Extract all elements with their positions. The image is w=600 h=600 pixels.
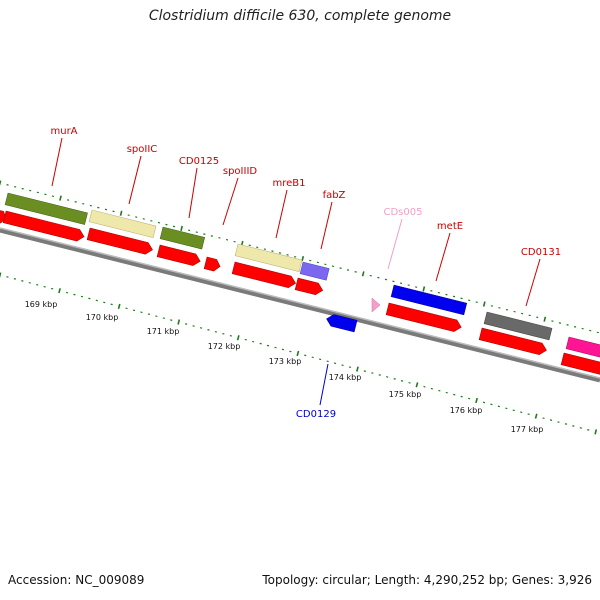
gene-label-murA[interactable]: murA (50, 126, 77, 137)
kbp-label: 175 kbp (389, 390, 422, 399)
major-tick (0, 180, 2, 186)
label-leaders (51, 137, 541, 406)
gene-label-CD0129[interactable]: CD0129 (296, 409, 336, 420)
accession-text: Accession: NC_009089 (8, 573, 145, 587)
cds-arrow[interactable] (478, 327, 548, 356)
cds-arrow[interactable] (86, 227, 154, 256)
kbp-label: 171 kbp (147, 327, 180, 336)
kbp-label: 173 kbp (269, 357, 302, 366)
feature-CD0129[interactable] (325, 313, 358, 333)
cds-arrow[interactable] (560, 352, 600, 376)
upper-tick-track (0, 180, 599, 334)
feature-fabZ[interactable] (299, 261, 330, 281)
major-tick (356, 366, 359, 372)
major-tick (119, 210, 123, 216)
cds-arrow[interactable] (156, 244, 202, 267)
major-tick (59, 195, 62, 201)
major-tick (236, 335, 240, 341)
map-title: Clostridium difficile 630, complete geno… (148, 8, 452, 24)
gene-label-mreB1[interactable]: mreB1 (272, 178, 305, 189)
kbp-label: 172 kbp (208, 342, 241, 351)
kbp-label: 176 kbp (450, 406, 483, 415)
cds-arrow[interactable] (2, 210, 85, 243)
cds-track (0, 207, 600, 376)
major-tick (58, 288, 61, 294)
gene-label-CD0125[interactable]: CD0125 (179, 156, 219, 167)
feature-CD0125[interactable] (159, 226, 206, 250)
genome-backbone-highlight (0, 227, 600, 379)
feature-track-upper (4, 192, 600, 359)
major-tick (543, 316, 547, 322)
major-tick (180, 225, 183, 231)
feature-metE[interactable] (390, 284, 468, 316)
major-tick (422, 286, 426, 292)
gene-label-metE[interactable]: metE (437, 221, 463, 232)
gene-label-spoIIC[interactable]: spoIIC (127, 144, 158, 155)
major-tick (594, 429, 598, 435)
major-tick (415, 382, 419, 388)
gene-label-CDs005[interactable]: CDs005 (384, 207, 423, 218)
major-tick (296, 350, 300, 357)
gene-label-fabZ[interactable]: fabZ (323, 190, 346, 201)
kbp-label: 177 kbp (511, 425, 544, 434)
genome-backbone (0, 227, 600, 383)
major-tick (301, 256, 305, 262)
major-tick (0, 272, 2, 278)
feature-CDs005[interactable] (371, 297, 381, 313)
gene-label-spoIIID[interactable]: spoIIID (223, 166, 258, 177)
gene-label-CD0131[interactable]: CD0131 (521, 247, 561, 258)
feature-murA[interactable] (4, 192, 88, 225)
kbp-labels: 169 kbp 170 kbp 171 kbp 172 kbp 173 kbp … (25, 300, 544, 434)
genome-summary-text: Topology: circular; Length: 4,290,252 bp… (262, 573, 592, 587)
kbp-label: 170 kbp (86, 313, 119, 322)
feature-track-lower (325, 297, 381, 333)
cds-arrow[interactable] (231, 261, 297, 289)
kbp-label: 169 kbp (25, 300, 58, 309)
kbp-label: 174 kbp (329, 373, 362, 382)
feature-edge-magenta[interactable] (565, 336, 600, 359)
major-tick (534, 413, 538, 419)
feature-CD0131[interactable] (483, 311, 553, 341)
cds-arrow[interactable] (294, 277, 324, 296)
major-tick (117, 303, 121, 310)
feature-mreB1[interactable] (234, 243, 303, 272)
cds-arrow[interactable] (385, 302, 463, 333)
lower-tick-track (0, 272, 598, 435)
major-tick (482, 301, 486, 307)
major-tick (475, 397, 478, 404)
feature-spoIIC[interactable] (88, 209, 157, 238)
gene-labels: murA spoIIC CD0125 spoIIID mreB1 fabZ CD… (50, 126, 561, 420)
major-tick (177, 319, 181, 325)
major-tick (361, 271, 365, 277)
cds-arrow[interactable] (203, 256, 221, 272)
